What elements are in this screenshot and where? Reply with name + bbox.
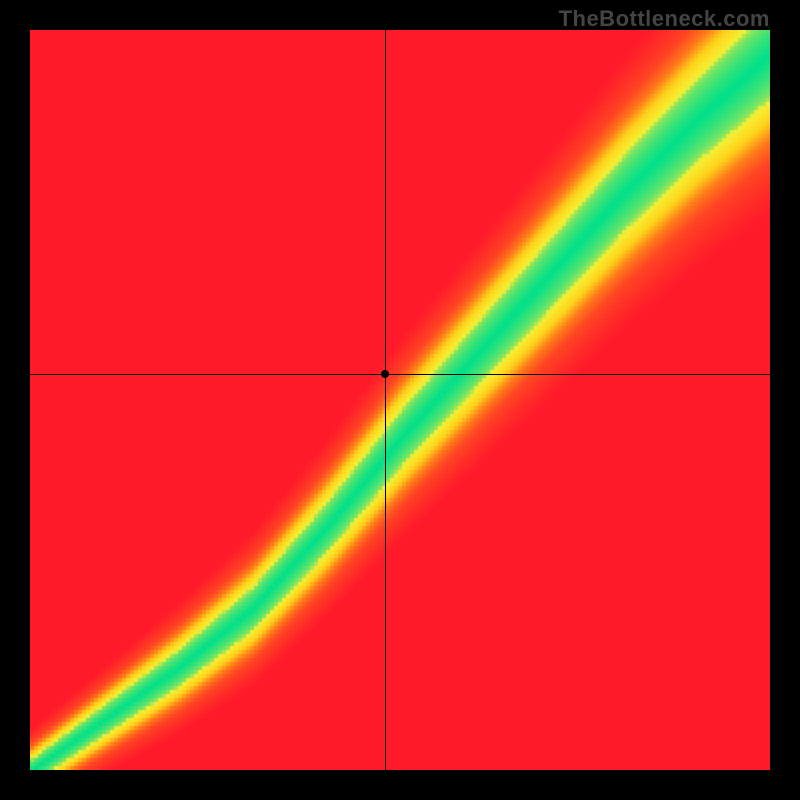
watermark-text: TheBottleneck.com xyxy=(559,6,770,32)
crosshair-horizontal xyxy=(30,374,770,375)
data-point-marker xyxy=(381,370,389,378)
crosshair-vertical xyxy=(385,30,386,770)
chart-container: TheBottleneck.com xyxy=(0,0,800,800)
heatmap-plot xyxy=(30,30,770,770)
heatmap-canvas xyxy=(30,30,770,770)
